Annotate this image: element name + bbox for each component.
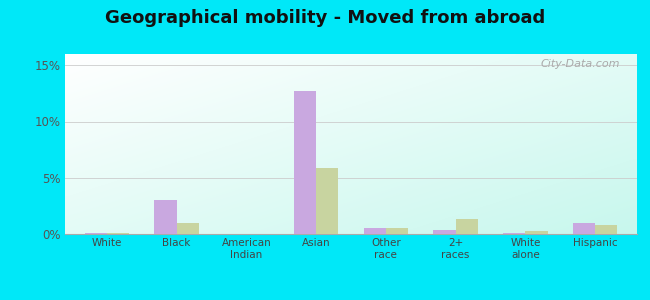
Bar (503, 233, 525, 234)
Bar (434, 230, 456, 234)
Bar (177, 223, 199, 234)
Bar (573, 223, 595, 234)
Bar (386, 228, 408, 234)
Text: City-Data.com: City-Data.com (540, 59, 620, 69)
Bar (107, 233, 129, 234)
Bar (294, 91, 316, 234)
Bar (595, 225, 617, 234)
Bar (456, 219, 478, 234)
Text: Geographical mobility - Moved from abroad: Geographical mobility - Moved from abroa… (105, 9, 545, 27)
Bar (84, 233, 107, 234)
Bar (525, 231, 548, 234)
Bar (363, 228, 386, 234)
Bar (316, 168, 339, 234)
Bar (154, 200, 177, 234)
